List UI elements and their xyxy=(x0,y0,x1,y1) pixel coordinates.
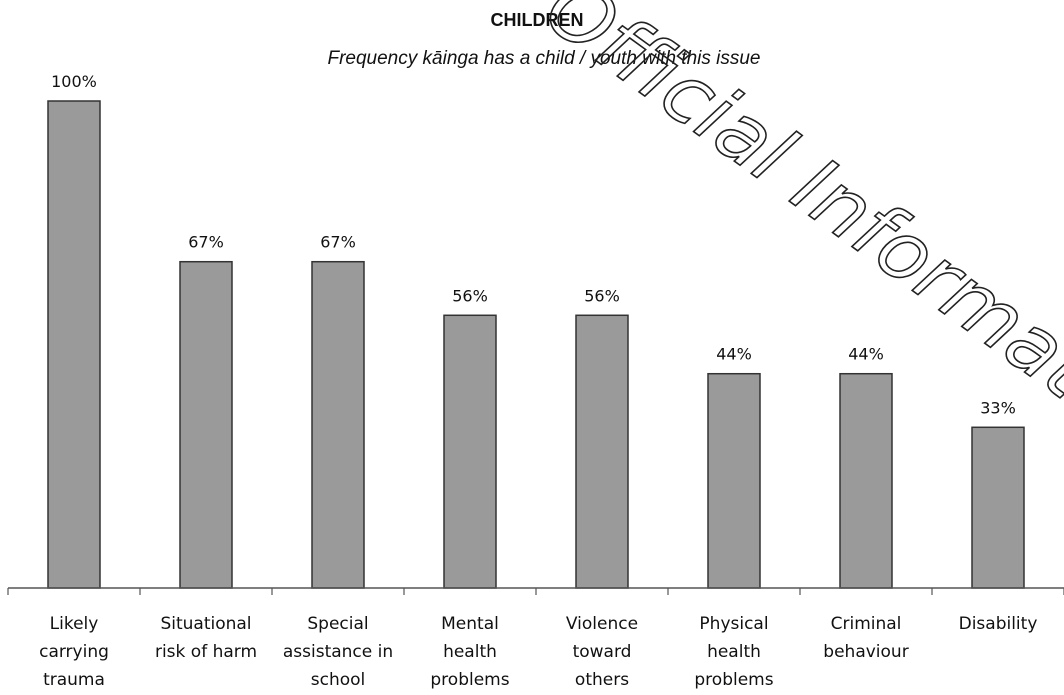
category-label: Likely xyxy=(50,614,99,634)
category-label: trauma xyxy=(43,670,105,690)
category-label: behaviour xyxy=(823,642,908,662)
data-label: 67% xyxy=(188,233,224,252)
category-label: assistance in xyxy=(283,642,393,662)
category-labels: Likely carrying trauma Situational risk of h… xyxy=(39,614,1037,690)
category-label: Disability xyxy=(959,614,1038,634)
bar xyxy=(47,100,101,589)
category-label: problems xyxy=(694,670,773,690)
bar xyxy=(971,426,1025,589)
bar-group: 100% 67% 67% 56% 56% 44% 44% 33% xyxy=(47,72,1025,589)
data-label: 56% xyxy=(452,286,488,305)
data-label: 44% xyxy=(848,345,884,364)
data-label: 44% xyxy=(716,345,752,364)
category-label: Special xyxy=(307,614,368,634)
category-label: problems xyxy=(430,670,509,690)
bar xyxy=(311,260,365,589)
bar xyxy=(443,314,497,589)
bar xyxy=(575,314,629,589)
category-label: toward xyxy=(573,642,632,662)
category-label: school xyxy=(311,670,366,690)
data-label: 100% xyxy=(51,72,97,91)
data-label: 56% xyxy=(584,286,620,305)
data-label: 33% xyxy=(980,398,1016,417)
category-label: health xyxy=(707,642,761,662)
category-label: risk of harm xyxy=(155,642,257,662)
bar xyxy=(179,260,233,589)
chart-title: CHILDREN xyxy=(491,10,584,30)
x-axis xyxy=(7,587,1064,595)
category-label: health xyxy=(443,642,497,662)
data-label: 67% xyxy=(320,233,356,252)
category-label: carrying xyxy=(39,642,109,662)
bar xyxy=(839,372,893,589)
chart-subtitle: Frequency kāinga has a child / youth wit… xyxy=(327,48,760,69)
category-label: Mental xyxy=(441,614,499,634)
category-label: Situational xyxy=(160,614,251,634)
category-label: Violence xyxy=(566,614,638,634)
bar xyxy=(707,372,761,589)
category-label: others xyxy=(575,670,629,690)
category-label: Criminal xyxy=(831,614,902,634)
category-label: Physical xyxy=(699,614,768,634)
